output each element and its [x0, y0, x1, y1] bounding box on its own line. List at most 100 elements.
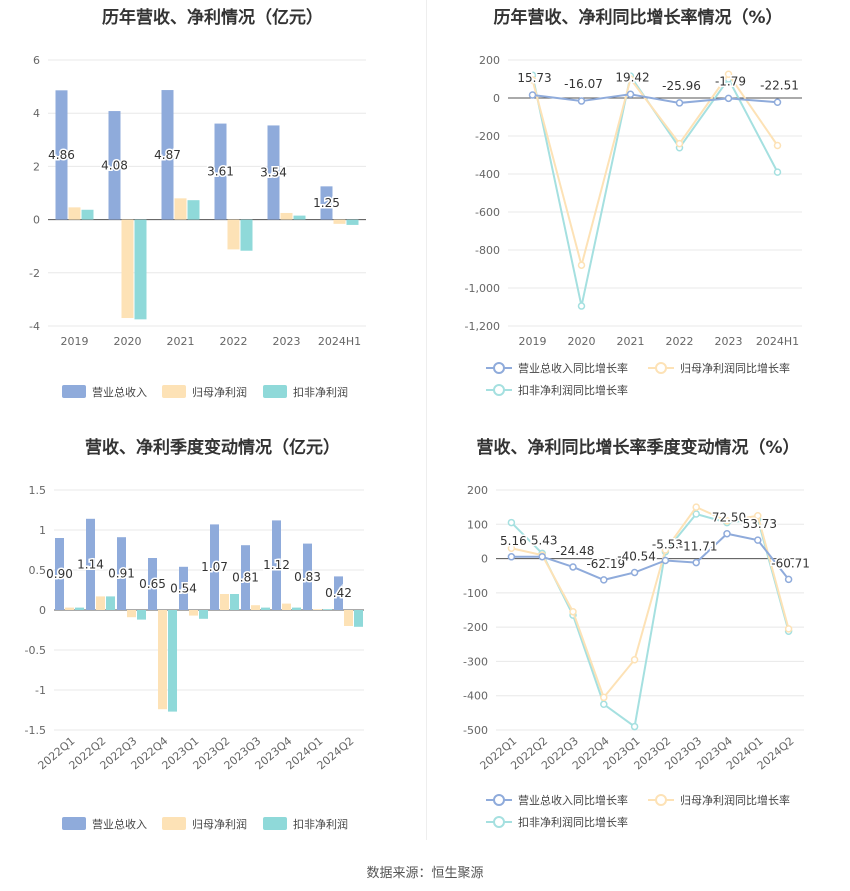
y-tick-label: 1 — [39, 524, 46, 537]
data-point — [630, 655, 639, 664]
data-label: 19.42 — [615, 70, 649, 84]
bar — [346, 219, 359, 225]
bar — [220, 594, 229, 610]
y-tick-label: 2 — [33, 160, 40, 173]
y-tick-label: 0 — [493, 92, 500, 105]
legend-swatch — [62, 817, 86, 830]
legend-label: 营业总收入 — [92, 817, 147, 831]
x-tick-label: 2023 — [273, 335, 301, 348]
data-label: 5.16 — [500, 534, 527, 548]
chart-title: 历年营收、净利情况（亿元） — [102, 8, 323, 28]
y-tick-label: 0 — [39, 604, 46, 617]
data-point — [675, 99, 684, 107]
legend-swatch — [162, 817, 186, 830]
data-label: -16.07 — [564, 77, 603, 91]
data-point — [507, 544, 516, 553]
bar — [344, 610, 353, 626]
legend-marker-swatch — [493, 816, 505, 828]
x-tick-label: 2021 — [617, 335, 645, 348]
legend-marker-swatch — [655, 362, 667, 374]
data-label: -24.48 — [556, 544, 595, 558]
y-tick-label: -0.5 — [25, 644, 46, 657]
chart-title: 历年营收、净利同比增长率情况（%） — [493, 8, 783, 28]
data-point — [626, 90, 635, 99]
y-tick-label: 4 — [33, 107, 40, 120]
y-tick-label: -200 — [475, 130, 500, 143]
series-line — [511, 505, 790, 700]
y-tick-label: 6 — [33, 54, 40, 67]
data-label: 5.43 — [531, 534, 558, 548]
y-tick-label: -2 — [29, 267, 40, 280]
data-point — [626, 75, 635, 83]
data-point — [577, 261, 586, 269]
y-tick-label: -500 — [463, 724, 488, 737]
data-point — [600, 700, 608, 709]
data-label: 1.12 — [263, 558, 290, 572]
bar — [251, 605, 260, 610]
legend-label: 扣非净利润同比增长率 — [518, 383, 628, 397]
legend-label: 归母净利润同比增长率 — [680, 361, 790, 375]
y-tick-label: 0 — [33, 214, 40, 227]
x-tick-label: 2024H1 — [756, 335, 799, 348]
legend-label: 营业总收入同比增长率 — [518, 793, 628, 807]
bar — [81, 209, 94, 220]
series-line — [511, 532, 790, 581]
data-point — [773, 98, 782, 107]
bar — [227, 219, 240, 250]
legend-label: 营业总收入同比增长率 — [518, 361, 628, 375]
data-point — [528, 76, 537, 84]
bar — [108, 111, 121, 220]
data-label: 1.25 — [313, 196, 340, 210]
y-tick-label: -200 — [463, 621, 488, 634]
bar — [117, 537, 126, 610]
legend-label: 归母净利润 — [192, 385, 247, 399]
annual-bar-chart: -4 -2 0 2 4 6 2019 2020 2021 2022 2023 2024H1 4.86 4.… — [29, 54, 366, 399]
data-label: -40.54 — [617, 549, 656, 563]
bar — [280, 212, 293, 220]
bar — [199, 610, 208, 619]
bar — [267, 125, 280, 220]
data-point — [692, 510, 700, 518]
bar — [323, 609, 332, 610]
annual-growth-chart: -1,200 -1,000 -800 -600 -400 -200 0 200 2019 2020… — [465, 54, 802, 397]
bar — [230, 594, 239, 610]
y-tick-label: -600 — [475, 206, 500, 219]
data-point — [569, 563, 577, 571]
y-tick-label: -300 — [463, 655, 488, 668]
y-tick-label: -800 — [475, 244, 500, 257]
data-point — [754, 511, 762, 520]
data-label: -22.51 — [760, 78, 799, 92]
data-point — [569, 607, 577, 616]
quarterly-growth-panel: 营收、净利同比增长率季度变动情况（%） -500 -400 -300 -200 -100… — [426, 425, 850, 845]
bar — [137, 610, 146, 620]
bar — [168, 610, 177, 712]
legend-label: 归母净利润同比增长率 — [680, 793, 790, 807]
data-point — [723, 529, 731, 538]
panel-divider — [426, 0, 427, 840]
bar — [354, 610, 363, 627]
bar — [86, 518, 95, 610]
bar — [148, 558, 157, 610]
bar — [174, 198, 187, 220]
bar — [127, 610, 136, 618]
data-point — [577, 302, 586, 310]
legend-marker-swatch — [655, 794, 667, 806]
bar — [68, 207, 81, 220]
legend-label: 营业总收入 — [92, 385, 147, 399]
y-tick-label: -100 — [463, 587, 488, 600]
legend-marker-swatch — [493, 362, 505, 374]
legend-swatch — [263, 385, 287, 398]
series-line — [531, 72, 779, 270]
x-tick-label: 2022 — [220, 335, 248, 348]
bar — [320, 186, 333, 220]
legend-swatch — [263, 817, 287, 830]
data-point — [507, 553, 516, 561]
y-tick-label: -400 — [463, 690, 488, 703]
data-point — [784, 575, 793, 584]
bar — [272, 520, 281, 610]
bar — [161, 90, 174, 220]
x-tick-label: 2019 — [61, 335, 89, 348]
quarterly-growth-chart: -500-400-300-200-10001002002022Q12022Q22… — [463, 484, 811, 829]
bar — [333, 219, 346, 224]
data-label: 72.50 — [712, 511, 746, 525]
